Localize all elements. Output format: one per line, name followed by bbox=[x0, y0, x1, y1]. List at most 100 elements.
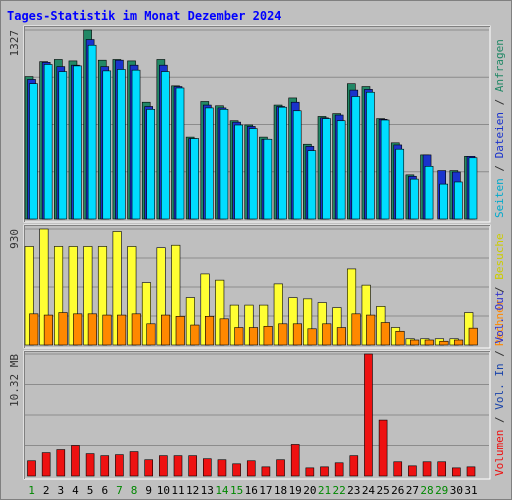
seiten-bar bbox=[87, 44, 97, 220]
rechner-bar bbox=[278, 323, 288, 346]
day-label: 11 bbox=[171, 484, 184, 497]
volumen-bar bbox=[276, 459, 285, 477]
volumen-bar bbox=[71, 445, 80, 477]
chart-title: Tages-Statistik im Monat Dezember 2024 bbox=[7, 9, 282, 23]
volumen-bar bbox=[159, 455, 168, 477]
seiten-bar bbox=[380, 119, 390, 220]
y-max-label: 930 bbox=[8, 229, 21, 249]
volumen-bar bbox=[41, 452, 51, 477]
legend-separator: / bbox=[493, 280, 506, 300]
volumen-bar bbox=[290, 444, 300, 477]
volumen-bar bbox=[85, 453, 95, 477]
day-label: 19 bbox=[289, 484, 302, 497]
day-label: 17 bbox=[259, 484, 272, 497]
volumen-bar bbox=[217, 459, 227, 477]
rechner-bar bbox=[29, 313, 39, 346]
seiten-bar bbox=[29, 83, 38, 220]
day-label: 30 bbox=[450, 484, 463, 497]
rechner-bar bbox=[307, 328, 317, 346]
volumen-bar bbox=[100, 455, 110, 477]
volumen-bar bbox=[305, 467, 315, 477]
seiten-bar bbox=[146, 109, 155, 220]
day-label: 5 bbox=[87, 484, 94, 497]
volumen-bar bbox=[203, 458, 212, 477]
seiten-bar bbox=[161, 71, 170, 220]
rechner-bar bbox=[219, 318, 229, 346]
seiten-bar bbox=[263, 138, 273, 220]
legend: Seiten / Dateien / Anfragen bbox=[493, 39, 506, 218]
legend-entry: Volumen bbox=[493, 430, 506, 476]
rechner-bar bbox=[410, 339, 420, 346]
seiten-bar bbox=[278, 106, 287, 220]
day-label: 15 bbox=[230, 484, 243, 497]
seiten-bar bbox=[292, 110, 302, 220]
day-label: 8 bbox=[131, 484, 138, 497]
day-label: 16 bbox=[245, 484, 258, 497]
legend-entry: Vol. Out bbox=[493, 291, 506, 344]
volumen-bar bbox=[320, 466, 329, 477]
seiten-bar bbox=[454, 181, 463, 220]
seiten-bar bbox=[307, 150, 317, 220]
volumen-bar bbox=[188, 455, 197, 477]
volumen-bar bbox=[56, 449, 66, 477]
seiten-bar bbox=[366, 91, 375, 220]
volumen-bar bbox=[334, 462, 344, 477]
seiten-bar bbox=[322, 118, 331, 220]
day-label: 27 bbox=[406, 484, 419, 497]
day-label: 31 bbox=[464, 484, 477, 497]
day-label: 25 bbox=[376, 484, 389, 497]
day-label: 2 bbox=[43, 484, 50, 497]
seiten-bar bbox=[43, 64, 53, 220]
bottom-panel: 10.32 MB bbox=[8, 350, 491, 480]
legend-entry: Besuche bbox=[493, 233, 506, 279]
rechner-bar bbox=[73, 313, 83, 346]
day-label: 18 bbox=[274, 484, 287, 497]
day-label: 13 bbox=[201, 484, 214, 497]
rechner-bar bbox=[439, 340, 449, 346]
rechner-bar bbox=[58, 312, 68, 346]
rechner-bar bbox=[234, 327, 244, 346]
volumen-bar bbox=[144, 459, 153, 477]
seiten-bar bbox=[73, 65, 82, 220]
rechner-bar bbox=[395, 330, 405, 346]
rechner-bar bbox=[454, 339, 464, 346]
seiten-bar bbox=[117, 69, 126, 220]
volumen-bar bbox=[27, 460, 36, 477]
rechner-bar bbox=[146, 323, 156, 346]
rechner-bar bbox=[161, 314, 171, 346]
rechner-bar bbox=[117, 314, 127, 346]
day-label: 1 bbox=[28, 484, 35, 497]
day-label: 12 bbox=[186, 484, 199, 497]
y-max-label: 1327 bbox=[8, 30, 21, 57]
day-label: 26 bbox=[391, 484, 404, 497]
volumen-bar bbox=[364, 353, 373, 477]
legend-separator: / bbox=[493, 158, 506, 178]
day-label: 10 bbox=[157, 484, 170, 497]
day-label: 4 bbox=[72, 484, 79, 497]
volumen-bar bbox=[466, 466, 476, 477]
rechner-bar bbox=[102, 314, 112, 346]
legend-entry: Seiten bbox=[493, 178, 506, 218]
volumen-bar bbox=[115, 454, 124, 477]
seiten-bar bbox=[439, 183, 449, 220]
rechner-bar bbox=[468, 327, 478, 346]
seiten-bar bbox=[190, 138, 199, 220]
rechner-bar bbox=[292, 323, 303, 346]
seiten-bar bbox=[248, 128, 258, 220]
volumen-bar bbox=[378, 419, 388, 477]
rechner-bar bbox=[424, 339, 434, 346]
seiten-bar bbox=[131, 69, 141, 220]
day-label: 28 bbox=[420, 484, 433, 497]
rechner-bar bbox=[43, 314, 53, 346]
seiten-bar bbox=[175, 87, 185, 220]
legend-separator: / bbox=[493, 410, 506, 430]
seiten-bar bbox=[424, 166, 434, 220]
seiten-bar bbox=[219, 109, 229, 220]
volumen-bar bbox=[422, 461, 432, 477]
day-label: 21 bbox=[318, 484, 331, 497]
rechner-bar bbox=[336, 327, 346, 346]
rechner-bar bbox=[131, 313, 141, 346]
legend-separator: / bbox=[493, 344, 506, 364]
